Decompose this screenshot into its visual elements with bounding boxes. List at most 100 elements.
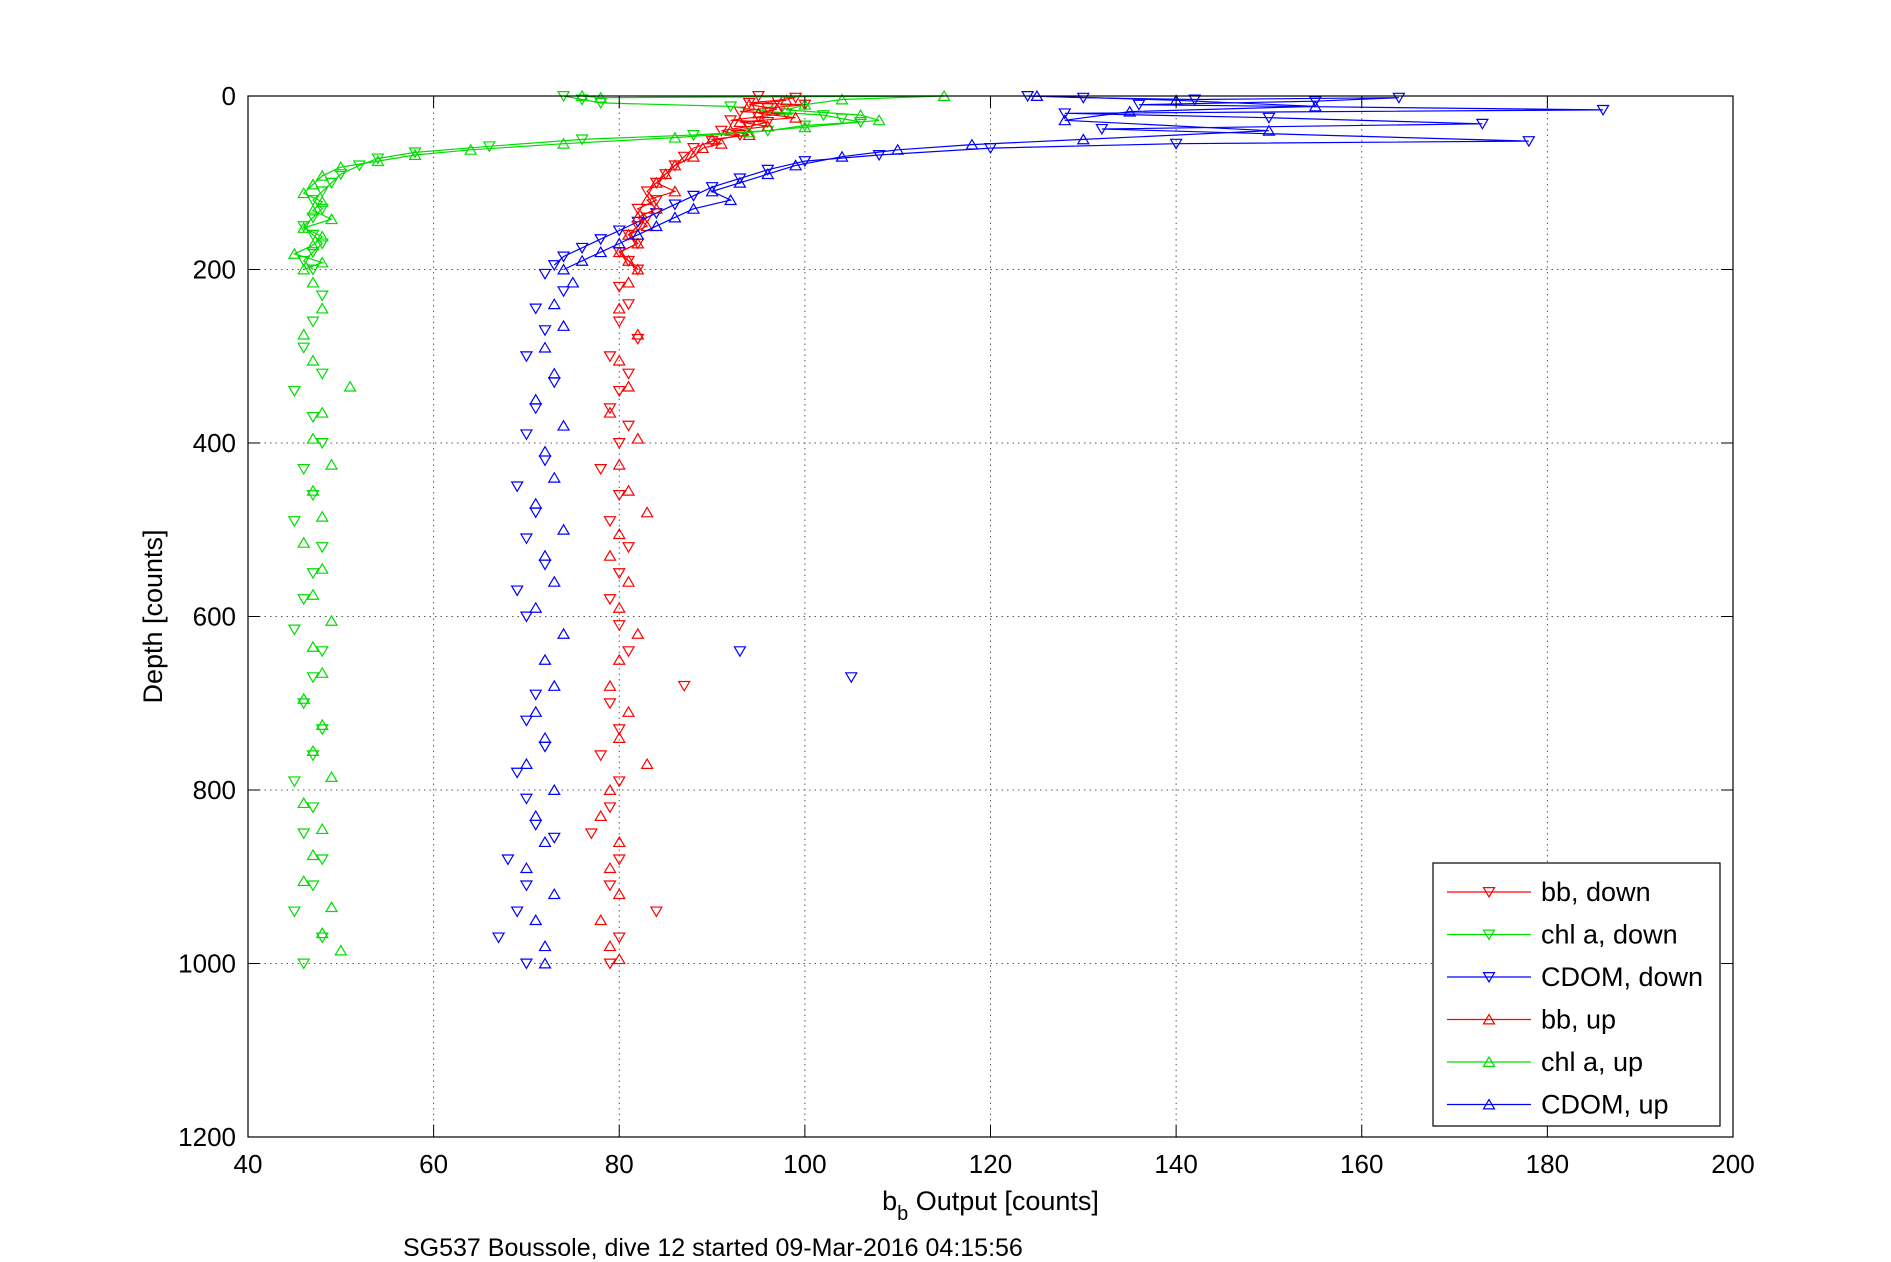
- data-point: [631, 237, 645, 249]
- x-axis-label-rest: Output [counts]: [908, 1186, 1099, 1216]
- data-point: [315, 368, 329, 380]
- data-point: [519, 861, 533, 874]
- data-point: [594, 234, 608, 246]
- data-point: [1596, 104, 1610, 117]
- data-point: [603, 880, 617, 892]
- data-point: [371, 153, 385, 165]
- legend-label: bb, down: [1541, 877, 1651, 907]
- data-point: [612, 490, 626, 502]
- data-point: [547, 367, 561, 379]
- x-tick-label: 200: [1711, 1149, 1754, 1179]
- data-point: [529, 689, 543, 701]
- data-point: [408, 147, 422, 159]
- y-axis-label: Depth [counts]: [138, 529, 168, 703]
- data-point: [566, 276, 580, 288]
- data-point: [761, 164, 775, 176]
- data-point: [538, 268, 552, 280]
- data-point: [306, 212, 320, 224]
- data-point: [603, 351, 617, 363]
- data-point: [306, 229, 320, 241]
- legend-label: bb, up: [1541, 1005, 1616, 1035]
- data-point: [538, 940, 552, 952]
- data-point: [631, 228, 645, 240]
- data-point: [287, 776, 301, 788]
- data-point: [547, 783, 561, 796]
- data-point: [640, 757, 654, 769]
- data-point: [621, 420, 636, 432]
- data-point: [668, 199, 682, 211]
- data-point: [798, 120, 812, 132]
- data-point: [538, 549, 552, 561]
- data-point: [612, 776, 626, 788]
- data-point: [1132, 99, 1146, 111]
- data-point: [891, 143, 905, 155]
- data-point: [306, 276, 320, 288]
- data-point: [872, 149, 886, 162]
- data-point: [315, 195, 329, 207]
- x-tick-label: 120: [969, 1149, 1012, 1179]
- data-point: [324, 213, 339, 225]
- data-point: [297, 263, 311, 275]
- data-point: [742, 121, 756, 133]
- data-point: [297, 342, 311, 354]
- data-point: [557, 419, 571, 431]
- data-point: [306, 195, 320, 207]
- data-point: [603, 698, 617, 710]
- data-point: [724, 193, 738, 206]
- data-point: [816, 110, 830, 122]
- x-tick-label: 160: [1340, 1149, 1383, 1179]
- data-point: [603, 679, 617, 691]
- data-point: [612, 246, 626, 258]
- data-point: [529, 809, 543, 822]
- data-point: [742, 98, 756, 110]
- data-point: [297, 874, 311, 887]
- data-point: [612, 932, 626, 944]
- series-line: [292, 95, 945, 271]
- data-point: [324, 614, 339, 626]
- legend-label: chl a, down: [1541, 920, 1678, 950]
- data-point: [705, 182, 719, 194]
- data-point: [835, 93, 849, 105]
- data-point: [724, 101, 738, 113]
- data-point: [297, 692, 311, 704]
- x-axis-label-sub: b: [897, 1203, 908, 1225]
- data-point: [612, 724, 626, 736]
- data-point: [621, 368, 636, 380]
- data-point: [315, 718, 329, 730]
- data-point: [1308, 96, 1322, 108]
- data-point: [594, 464, 608, 476]
- caption: SG537 Boussole, dive 12 started 09-Mar-2…: [403, 1234, 1023, 1262]
- legend-label: CDOM, down: [1541, 962, 1703, 992]
- axes: 40 60 80 100 120 140 160 180 200 0 200 400 600 800 100…: [178, 81, 1755, 1179]
- data-point: [538, 341, 552, 353]
- data-point: [315, 186, 329, 198]
- data-point: [779, 108, 793, 120]
- data-point: [510, 906, 524, 918]
- data-point: [547, 887, 561, 900]
- data-point: [640, 186, 654, 198]
- data-point: [315, 169, 329, 181]
- data-point: [686, 202, 701, 214]
- data-point: [315, 230, 329, 242]
- y-tick-label: 1000: [178, 949, 236, 979]
- data-point: [519, 793, 533, 805]
- data-point: [371, 154, 385, 167]
- data-point: [297, 221, 311, 233]
- x-axis-label: bb Output [counts]: [882, 1186, 1099, 1225]
- data-point: [594, 246, 608, 258]
- data-point: [612, 568, 626, 580]
- data-point: [714, 137, 728, 149]
- legend-label: chl a, up: [1541, 1047, 1643, 1077]
- data-point: [297, 594, 311, 606]
- data-point: [315, 822, 329, 835]
- legend-marker: [1482, 929, 1496, 941]
- series-chl-a-up: [287, 89, 951, 956]
- data-point: [575, 94, 589, 106]
- data-point: [306, 247, 320, 259]
- data-point: [315, 646, 329, 658]
- data-point: [742, 128, 756, 141]
- x-tick-label: 140: [1154, 1149, 1197, 1179]
- data-point: [742, 126, 756, 138]
- data-point: [315, 203, 329, 215]
